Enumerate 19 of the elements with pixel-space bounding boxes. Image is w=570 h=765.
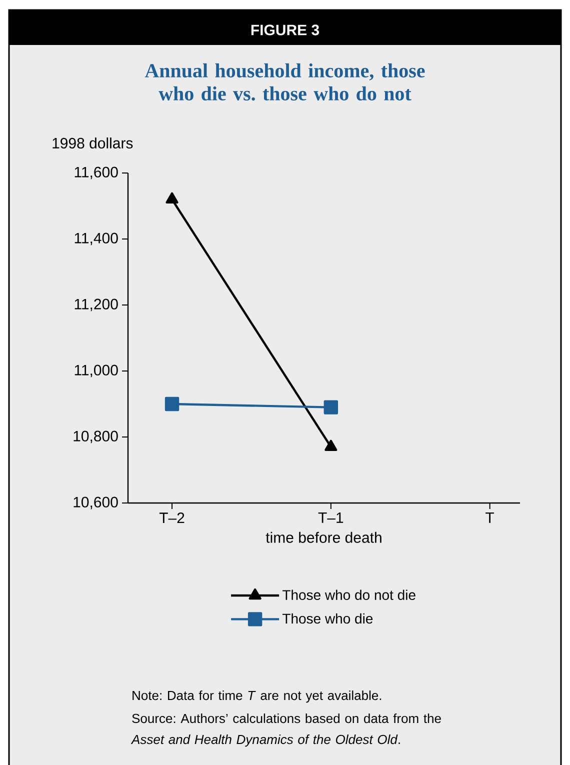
point [324, 400, 338, 414]
y-axis-title: 1998 dollars [52, 137, 133, 148]
x-tick-label: T–2 [159, 512, 184, 524]
y-tick-label: 11,400 [74, 232, 118, 246]
chart-subtitle: Annual household income, those who die vs. those who do not [144, 63, 425, 101]
y-tick-label: 11,000 [74, 364, 118, 378]
x-axis-title: time before death [266, 532, 382, 543]
chart-title: FIGURE 3 [251, 24, 320, 36]
y-tick-label: 10,600 [74, 496, 118, 510]
x-tick-label: T–1 [318, 512, 344, 523]
x-tick-label: T [486, 512, 494, 523]
legend-label: Those who die [282, 613, 373, 624]
y-tick-label: 11,200 [74, 298, 118, 312]
text: Note: Data for time T are not yet available. [132, 690, 382, 703]
source-note: Source: Authors’ calculations based on data from the Asset and Health Dynamics of the Oldest Old. [130, 714, 441, 747]
legend-label: Those who do not die [282, 590, 416, 600]
point [164, 396, 180, 412]
y-tick-label: 10,800 [74, 430, 118, 444]
y-tick-label: 11,600 [74, 166, 118, 180]
